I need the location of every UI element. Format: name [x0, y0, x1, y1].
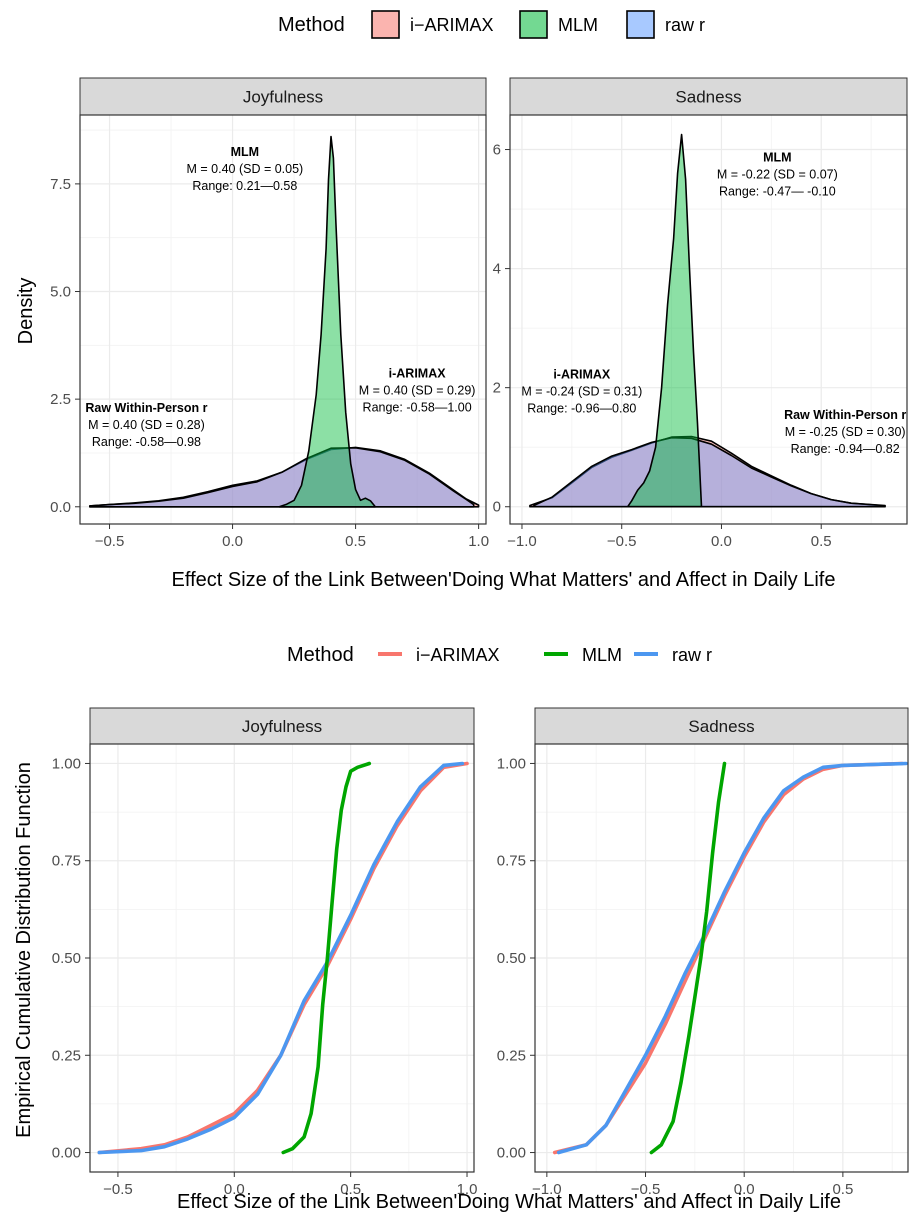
legend-label-1: MLM — [558, 15, 598, 35]
legend-key-1 — [519, 10, 548, 39]
annotation-1-line-2: Range: -0.58—1.00 — [363, 401, 472, 415]
y-tick-label: 0.00 — [497, 1145, 526, 1162]
annotation-1-line-1: M = 0.40 (SD = 0.29) — [359, 384, 476, 398]
x-tick-label: 0.0 — [222, 533, 243, 550]
y-tick-label: 4 — [493, 261, 501, 278]
annotation-2-line-2: Range: -0.94—0.82 — [791, 442, 900, 456]
strip-0-1 — [509, 77, 908, 116]
panel-0-1: Sadness MLM M = -0.22 (SD = 0.07) Range: -0… — [493, 77, 908, 550]
legend-title: Method — [287, 644, 354, 666]
y-axis-title-1: Empirical Cumulative Distribution Functi… — [13, 762, 35, 1138]
legend-label-2: raw r — [672, 645, 712, 665]
annotation-0-line-1: M = 0.40 (SD = 0.05) — [186, 162, 303, 176]
y-tick-label: 5.0 — [50, 284, 71, 301]
x-tick-label: −0.5 — [103, 1181, 133, 1198]
legend-label-0: i−ARIMAX — [416, 645, 500, 665]
strip-label: Sadness — [675, 88, 741, 107]
strip-label: Joyfulness — [243, 88, 323, 107]
x-axis-title-1: Effect Size of the Link Between'Doing Wh… — [177, 1191, 841, 1213]
x-tick-label: 0.0 — [734, 1181, 755, 1198]
y-tick-label: 0.0 — [50, 499, 71, 516]
annotation-0-line-2: Range: -0.47— -0.10 — [719, 184, 836, 198]
x-tick-label: −0.5 — [607, 533, 637, 550]
plot-background — [80, 115, 486, 524]
panel-1-0: Joyfulness −0.5 0.0 0.5 1.0 0.00 0.25 0.50 0.75 1… — [52, 707, 478, 1198]
y-tick-label: 0.25 — [497, 1047, 526, 1064]
x-tick-label: −1.0 — [532, 1181, 562, 1198]
strip-0-0 — [79, 77, 487, 116]
density-rawr — [533, 436, 886, 508]
legend-label-0: i−ARIMAX — [410, 15, 494, 35]
annotation-2-line-0: Raw Within-Person r — [85, 401, 207, 415]
y-tick-label: 0.25 — [52, 1047, 81, 1064]
x-tick-label: 1.0 — [468, 533, 489, 550]
y-tick-label: 2 — [493, 380, 501, 397]
legend-key-2 — [626, 10, 655, 39]
x-axis-title-0: Effect Size of the Link Between'Doing Wh… — [172, 569, 836, 591]
x-tick-label: 0.5 — [345, 533, 366, 550]
ecdf-mlm — [281, 761, 372, 1155]
x-tick-label: 0.5 — [832, 1181, 853, 1198]
panel-1-1: Sadness −1.0 −0.5 0.0 0.5 0.00 0.25 0.50 0.75 1.0… — [497, 707, 909, 1198]
y-axis-title-0: Density — [15, 278, 37, 345]
strip-label: Sadness — [688, 717, 754, 736]
ecdf-rawr — [556, 761, 908, 1155]
panel-0-0: Joyfulness MLM M = 0.40 (SD = 0.05) Range: … — [50, 77, 489, 550]
annotation-2-line-1: M = 0.40 (SD = 0.28) — [88, 418, 205, 432]
annotation-0-line-1: M = -0.22 (SD = 0.07) — [717, 167, 838, 181]
x-tick-label: 0.0 — [224, 1181, 245, 1198]
y-tick-label: 0.50 — [52, 950, 81, 967]
strip-1-1 — [534, 707, 909, 745]
x-tick-label: −0.5 — [95, 533, 125, 550]
annotation-1-line-2: Range: -0.96—0.80 — [527, 402, 636, 416]
strip-1-0 — [89, 707, 475, 745]
y-tick-label: 6 — [493, 142, 501, 159]
y-tick-label: 0.75 — [497, 853, 526, 870]
y-tick-label: 7.5 — [50, 176, 71, 193]
y-tick-label: 2.5 — [50, 391, 71, 408]
x-tick-label: −0.5 — [631, 1181, 661, 1198]
legend-label-2: raw r — [665, 15, 705, 35]
x-tick-label: 1.0 — [457, 1181, 478, 1198]
legend-0: Method i−ARIMAX MLM raw r — [278, 10, 705, 39]
strip-label: Joyfulness — [242, 717, 322, 736]
x-tick-label: 0.0 — [711, 533, 732, 550]
panel-border — [79, 114, 487, 525]
annotation-2-line-1: M = -0.25 (SD = 0.30) — [785, 425, 906, 439]
annotation-0-line-0: MLM — [763, 150, 791, 164]
y-tick-label: 0.00 — [52, 1145, 81, 1162]
x-tick-label: 0.5 — [340, 1181, 361, 1198]
density-mlm — [278, 135, 377, 508]
legend-title: Method — [278, 14, 345, 36]
panel-border — [509, 114, 908, 525]
legend-1: Method i−ARIMAX MLM raw r — [287, 644, 712, 666]
annotation-2-line-0: Raw Within-Person r — [784, 408, 906, 422]
legend-key-0 — [371, 10, 400, 39]
annotation-0-line-0: MLM — [231, 145, 259, 159]
legend-label-1: MLM — [582, 645, 622, 665]
plot-background — [510, 115, 907, 524]
annotation-0-line-2: Range: 0.21—0.58 — [192, 179, 297, 193]
annotation-2-line-2: Range: -0.58—0.98 — [92, 435, 201, 449]
annotation-1-line-0: i-ARIMAX — [389, 367, 447, 381]
annotation-1-line-0: i-ARIMAX — [553, 368, 611, 382]
ecdf-rawr — [97, 761, 465, 1155]
ecdf-mlm — [649, 761, 727, 1155]
y-tick-label: 1.00 — [52, 755, 81, 772]
x-tick-label: 0.5 — [811, 533, 832, 550]
y-tick-label: 0.75 — [52, 853, 81, 870]
y-tick-label: 0 — [493, 499, 501, 516]
y-tick-label: 1.00 — [497, 755, 526, 772]
density-mlm — [626, 133, 703, 508]
y-tick-label: 0.50 — [497, 950, 526, 967]
x-tick-label: −1.0 — [507, 533, 537, 550]
annotation-1-line-1: M = -0.24 (SD = 0.31) — [521, 385, 642, 399]
